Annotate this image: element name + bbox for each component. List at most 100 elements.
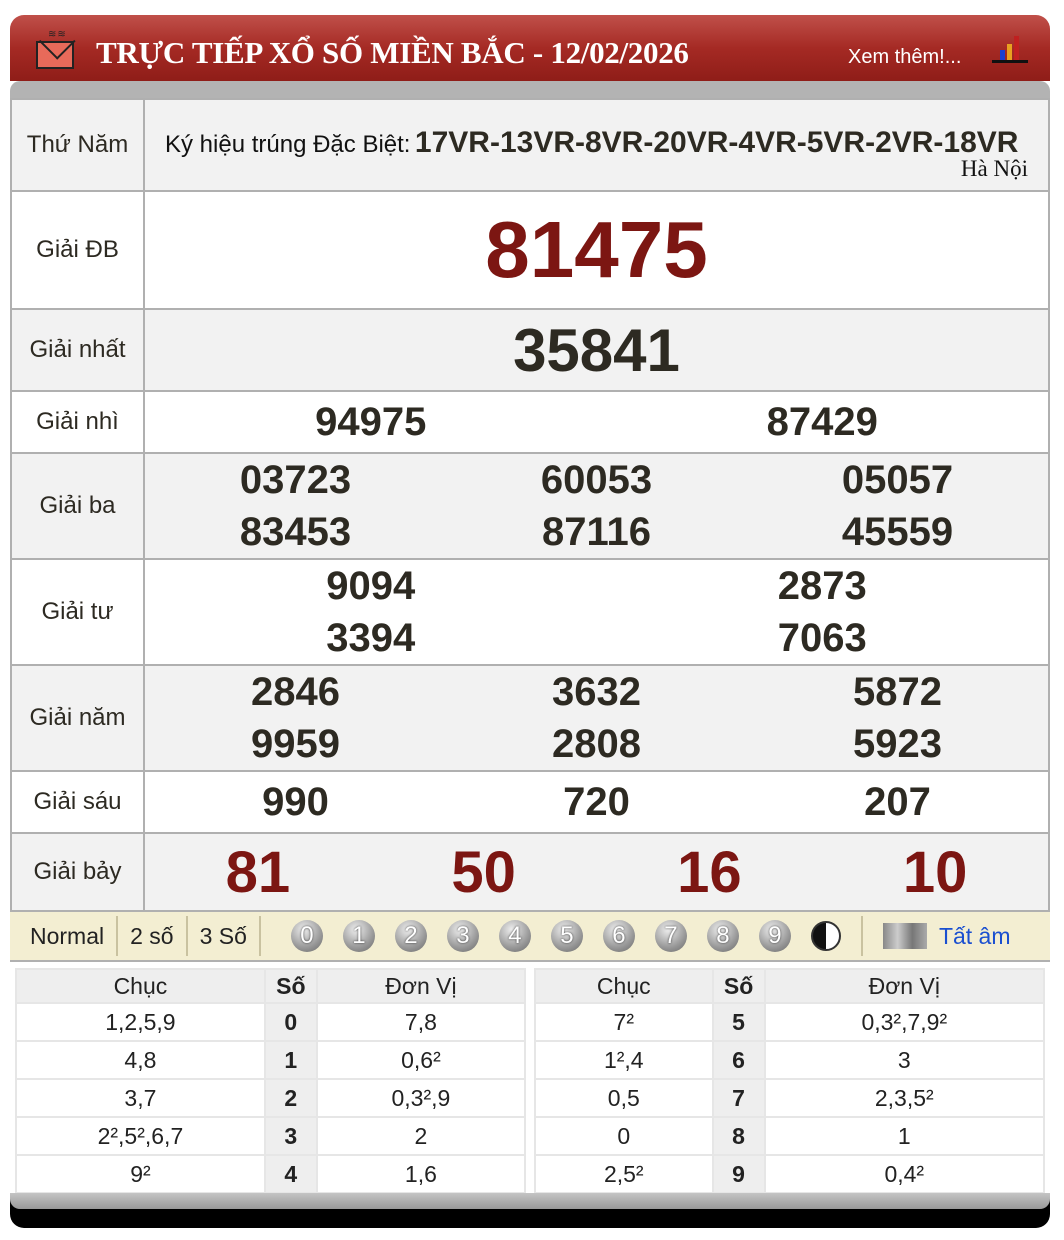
prize-number: 9094 — [326, 564, 416, 608]
loto-units-cell: 2,3,5² — [763, 1078, 1046, 1118]
prize-number: 60053 — [540, 458, 653, 502]
prize-number: 720 — [563, 779, 630, 824]
col-so-header: Số — [711, 968, 766, 1004]
loto-head-cell: 3 — [263, 1116, 318, 1156]
symbol-value: 17VR-13VR-8VR-20VR-4VR-5VR-2VR-18VR — [414, 125, 1019, 159]
symbol-label: Ký hiệu trúng Đặc Biệt: — [165, 130, 411, 158]
prize-number: 87429 — [766, 399, 878, 444]
footer-bar — [10, 1193, 1050, 1228]
col-so-header: Số — [263, 968, 318, 1004]
header-title: TRỰC TIẾP XỔ SỐ MIỀN BẮC - 12/02/2026 — [96, 35, 689, 70]
prize-row-6: Giải sáu 990 720 207 — [10, 770, 1050, 834]
loto-tens-cell: 2,5² — [534, 1154, 714, 1194]
loto-head-cell: 1 — [263, 1040, 318, 1080]
option-normal[interactable]: Normal — [10, 916, 119, 956]
digit-ball-4[interactable]: 4 — [498, 920, 531, 952]
prize-row-4: Giải tư 9094 2873 3394 7063 — [10, 558, 1050, 666]
option-3-digits[interactable]: 3 Số — [188, 916, 261, 956]
loto-row: 1²,4 6 3 — [534, 1040, 1046, 1080]
prize-number: 10 — [902, 839, 968, 905]
loto-tens-cell: 1²,4 — [534, 1040, 714, 1080]
prize-row-2: Giải nhì 94975 87429 — [10, 390, 1050, 454]
prize-number: 3394 — [326, 616, 416, 660]
loto-header-row: Chục Số Đơn Vị — [15, 968, 527, 1004]
info-row: Thứ Năm Ký hiệu trúng Đặc Biệt: 17VR-13V… — [10, 98, 1050, 192]
option-2-digits[interactable]: 2 số — [118, 916, 188, 956]
loto-tens-cell: 0 — [534, 1116, 714, 1156]
prize-number: 83453 — [239, 510, 352, 554]
prize-number: 45559 — [841, 510, 954, 554]
header-band — [10, 81, 1050, 99]
digit-ball-8[interactable]: 8 — [706, 920, 739, 952]
loto-units-cell: 7,8 — [315, 1002, 527, 1042]
prize-number: 2873 — [777, 564, 867, 608]
prize-number: 35841 — [513, 316, 680, 384]
loto-head-cell: 8 — [711, 1116, 766, 1156]
digit-ball-5[interactable]: 5 — [550, 920, 583, 952]
prize-number: 94975 — [315, 399, 427, 444]
prize-number: 7063 — [777, 616, 867, 660]
digit-ball-2[interactable]: 2 — [394, 920, 427, 952]
loto-units-cell: 1 — [763, 1116, 1046, 1156]
location: Hà Nội — [960, 156, 1028, 181]
loto-units-cell: 0,3²,7,9² — [763, 1002, 1046, 1042]
mute-all-button[interactable]: Tất âm — [938, 922, 1011, 949]
prize-label: Giải tư — [10, 558, 145, 666]
loto-header-row: Chục Số Đơn Vị — [534, 968, 1046, 1004]
loto-units-cell: 2 — [315, 1116, 527, 1156]
prize-label: Giải nhất — [10, 308, 145, 392]
divider — [860, 916, 863, 956]
digit-ball-0[interactable]: 0 — [290, 920, 323, 952]
display-toolbar: Normal 2 số 3 Số 0 1 2 3 4 5 6 7 8 9 Tất… — [10, 910, 1050, 962]
prize-label: Giải ba — [10, 452, 145, 560]
loto-row: 7² 5 0,3²,7,9² — [534, 1002, 1046, 1042]
speaker-icon[interactable] — [882, 923, 927, 949]
prize-number: 3632 — [552, 670, 641, 714]
loto-row: 2²,5²,6,7 3 2 — [15, 1116, 527, 1156]
prize-number: 87116 — [541, 510, 652, 554]
bar-chart-icon[interactable] — [992, 35, 1028, 63]
digit-ball-6[interactable]: 6 — [602, 920, 635, 952]
digit-ball-7[interactable]: 7 — [654, 920, 687, 952]
digit-ball-9[interactable]: 9 — [758, 920, 791, 952]
loto-head-cell: 4 — [263, 1154, 318, 1194]
loto-units-cell: 0,3²,9 — [315, 1078, 527, 1118]
loto-tables: Chục Số Đơn Vị 1,2,5,9 0 7,8 4,8 1 0,6² 3,7 2 0,3²,… — [15, 968, 1046, 1194]
lottery-widget: ≋≋ TRỰC TIẾP XỔ SỐ MIỀN BẮC - 12/02/2026… — [10, 15, 1050, 1228]
prize-number: 5872 — [853, 670, 942, 714]
loto-row: 0,5 7 2,3,5² — [534, 1078, 1046, 1118]
prize-number: 2846 — [251, 670, 340, 714]
loto-units-cell: 0,4² — [763, 1154, 1046, 1194]
prize-number: 81 — [225, 839, 291, 905]
prize-number: 50 — [451, 839, 516, 905]
loto-units-cell: 1,6 — [315, 1154, 527, 1194]
prize-label: Giải nhì — [10, 390, 145, 454]
prize-number: 16 — [677, 839, 742, 905]
loto-tens-cell: 1,2,5,9 — [15, 1002, 266, 1042]
prize-number: 05057 — [841, 458, 954, 502]
loto-head-cell: 5 — [711, 1002, 766, 1042]
prize-label: Giải năm — [10, 664, 145, 772]
digit-ball-3[interactable]: 3 — [446, 920, 479, 952]
digit-ball-1[interactable]: 1 — [342, 920, 375, 952]
loto-table-left: Chục Số Đơn Vị 1,2,5,9 0 7,8 4,8 1 0,6² 3,7 2 0,3²,… — [15, 968, 527, 1194]
yin-yang-icon[interactable] — [810, 921, 841, 951]
loto-head-cell: 2 — [263, 1078, 318, 1118]
envelope-icon — [36, 41, 74, 69]
loto-tens-cell: 2²,5²,6,7 — [15, 1116, 266, 1156]
col-chuc-header: Chục — [15, 968, 266, 1004]
loto-row: 3,7 2 0,3²,9 — [15, 1078, 527, 1118]
prize-row-7: Giải bảy 81 50 16 10 — [10, 832, 1050, 912]
prize-row-special: Giải ĐB 81475 — [10, 190, 1050, 310]
prize-number: 9959 — [251, 722, 340, 766]
prize-label: Giải ĐB — [10, 190, 145, 310]
loto-tens-cell: 4,8 — [15, 1040, 266, 1080]
loto-units-cell: 0,6² — [315, 1040, 527, 1080]
prize-row-5: Giải năm 2846 3632 5872 9959 2808 5923 — [10, 664, 1050, 772]
loto-head-cell: 6 — [711, 1040, 766, 1080]
day-label: Thứ Năm — [10, 98, 145, 192]
col-chuc-header: Chục — [534, 968, 714, 1004]
see-more-link[interactable]: Xem thêm!... — [848, 46, 962, 68]
loto-tens-cell: 0,5 — [534, 1078, 714, 1118]
